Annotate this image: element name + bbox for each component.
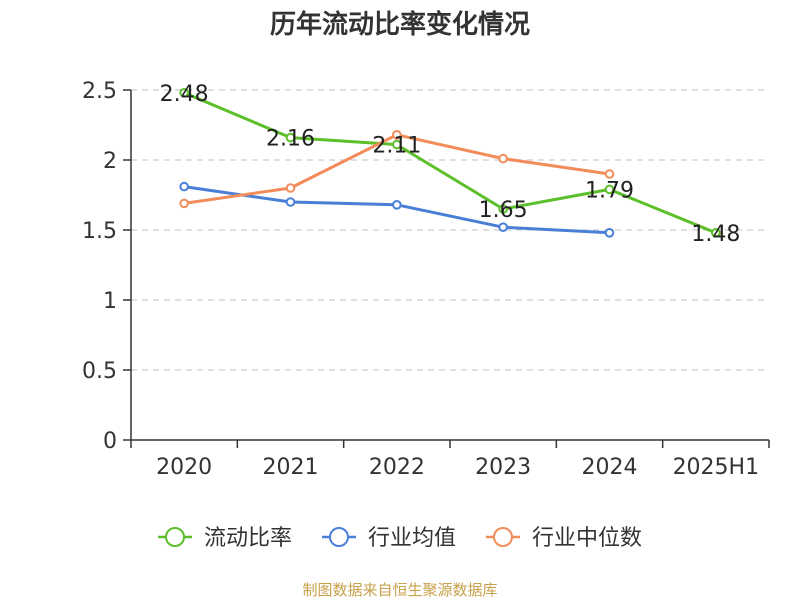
data-label: 1.79 <box>585 178 634 203</box>
data-point <box>498 153 508 164</box>
data-point <box>285 197 296 207</box>
data-label: 2.16 <box>266 127 315 152</box>
data-point <box>285 132 296 143</box>
data-point <box>392 139 402 150</box>
legend-label: 行业中位数 <box>532 526 642 551</box>
data-point <box>711 228 721 238</box>
chart-title: 历年流动比率变化情况 <box>270 9 530 40</box>
legend-item-1: 行业均值 <box>322 526 456 551</box>
legend-label: 流动比率 <box>204 526 292 551</box>
data-point <box>392 130 402 140</box>
data-point <box>179 181 189 192</box>
source-note: 制图数据来自恒生聚源数据库 <box>302 581 497 599</box>
y-tick-label: 2 <box>103 149 117 174</box>
x-tick-label: 2024 <box>582 455 638 480</box>
x-tick-label: 2023 <box>475 455 531 480</box>
legend-swatch-marker <box>165 527 185 547</box>
y-tick-label: 1.5 <box>82 219 117 244</box>
series-line-0 <box>183 91 717 235</box>
data-point <box>392 200 402 210</box>
series-layer <box>179 88 721 238</box>
legend-item-0: 流动比率 <box>158 526 292 551</box>
data-point <box>604 169 615 179</box>
data-label: 1.65 <box>479 198 528 223</box>
x-tick-label: 2025H1 <box>673 455 760 480</box>
data-labels: 2.48 2.16 2.11 1.65 1.79 1.48 <box>160 82 741 247</box>
data-point <box>498 204 508 214</box>
y-tick-label: 2.5 <box>82 79 117 104</box>
grid-lines <box>131 89 769 371</box>
data-point <box>179 198 189 209</box>
legend-swatch-marker <box>329 527 349 547</box>
y-tick-label: 1 <box>103 289 117 314</box>
data-point <box>285 183 296 193</box>
legend: 流动比率 行业均值 行业中位数 <box>158 526 642 551</box>
y-tick-label: 0 <box>103 429 117 454</box>
axes: 0 0.5 1 1.5 2 2.5 2020 2021 2022 2023 2024 2025H1 <box>82 79 770 480</box>
legend-item-2: 行业中位数 <box>486 526 642 551</box>
data-point <box>498 222 508 232</box>
x-tick-label: 2022 <box>369 455 425 480</box>
legend-label: 行业均值 <box>368 526 456 551</box>
x-tick-label: 2021 <box>263 455 319 480</box>
data-label: 2.48 <box>160 82 209 107</box>
x-tick-label: 2020 <box>156 455 212 480</box>
data-point <box>604 228 615 238</box>
legend-swatch-marker <box>493 527 513 547</box>
data-label: 1.48 <box>691 222 740 247</box>
data-point <box>604 184 615 195</box>
y-tick-label: 0.5 <box>82 359 117 384</box>
data-point <box>179 88 189 98</box>
data-label: 2.11 <box>372 134 421 159</box>
